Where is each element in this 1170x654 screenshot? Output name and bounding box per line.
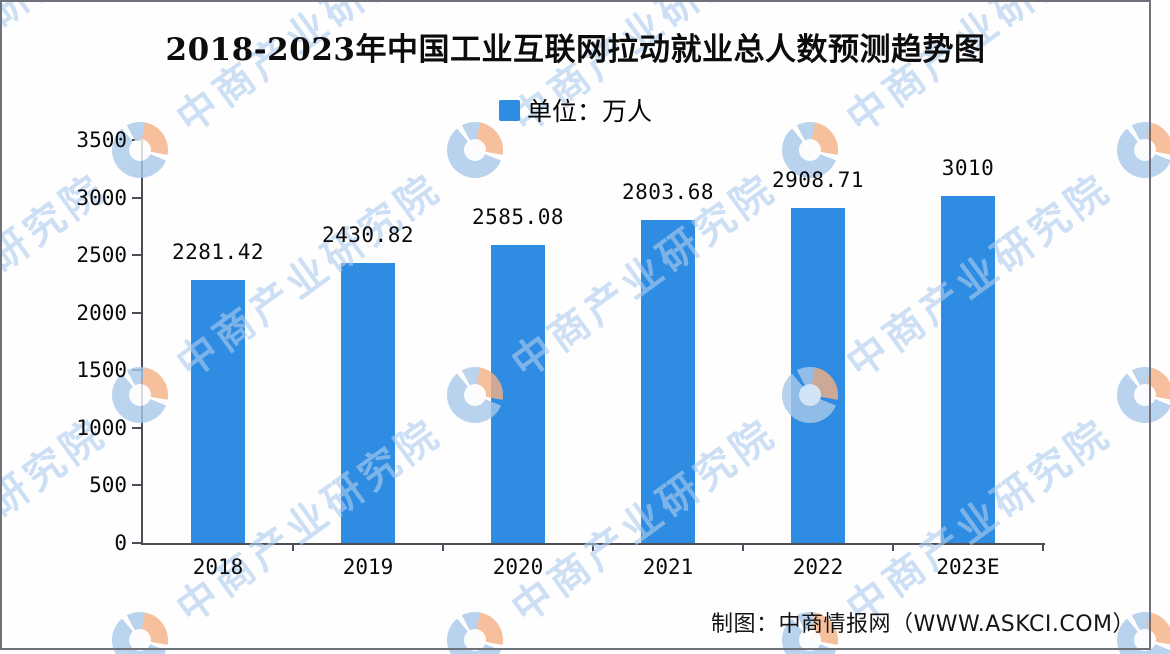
- x-tick-mark: [292, 543, 294, 551]
- y-tick-mark: [132, 254, 141, 257]
- x-tick-mark: [1042, 543, 1044, 551]
- y-tick-mark: [132, 196, 141, 199]
- y-tick-mark: [132, 484, 141, 487]
- y-tick-mark: [132, 311, 141, 314]
- x-tick-mark: [592, 543, 594, 551]
- y-tick-label-2000: 2000: [76, 300, 127, 325]
- askci-logo-center: [1133, 383, 1157, 407]
- askci-logo-icon: [1117, 122, 1170, 178]
- value-label-2023E: 3010: [941, 156, 995, 180]
- value-label-2020: 2585.08: [471, 205, 564, 229]
- x-tick-label-2022: 2022: [792, 555, 844, 579]
- askci-logo-center: [1133, 138, 1157, 162]
- bar-2018: [191, 280, 245, 543]
- value-label-2018: 2281.42: [171, 240, 264, 264]
- bar-2020: [491, 245, 545, 543]
- x-tick-label-2020: 2020: [492, 555, 544, 579]
- chart-title: 2018-2023年中国工业互联网拉动就业总人数预测趋势图: [165, 32, 986, 68]
- plot-area: 2281.42 2018 2430.82 2019 2585.08 2020 2803.68…: [76, 128, 1045, 579]
- legend: 单位：万人: [0, 92, 1151, 128]
- bar-2022: [791, 208, 845, 543]
- legend-label: 单位：万人: [526, 97, 652, 126]
- askci-logo-center: [463, 628, 487, 652]
- y-tick-label-3000: 3000: [76, 185, 127, 210]
- x-tick-mark: [442, 543, 444, 551]
- y-tick-label-1000: 1000: [76, 415, 127, 440]
- y-tick-label-2500: 2500: [76, 243, 127, 268]
- bar-2021: [641, 220, 695, 543]
- y-tick-mark: [132, 139, 141, 141]
- x-tick-mark: [742, 543, 744, 551]
- y-tick-label-1500: 1500: [76, 358, 127, 383]
- askci-logo-icon: [447, 612, 503, 654]
- y-tick-label-500: 500: [89, 473, 127, 498]
- legend-swatch-icon: [498, 99, 520, 121]
- x-tick-label-2019: 2019: [342, 555, 394, 579]
- askci-logo-icon: [112, 612, 168, 654]
- value-label-2019: 2430.82: [321, 223, 414, 247]
- x-tick-label-2021: 2021: [642, 555, 694, 579]
- bar-2023E: [941, 196, 995, 543]
- y-tick-mark: [132, 542, 141, 544]
- askci-logo-center: [128, 628, 152, 652]
- footer-credit: 制图：中商情报网（WWW.ASKCI.COM）: [711, 612, 1135, 637]
- value-label-2022: 2908.71: [771, 168, 864, 192]
- y-tick-mark: [132, 426, 141, 429]
- y-tick-mark: [132, 369, 141, 372]
- bar-2019: [341, 263, 395, 543]
- askci-logo-icon: [1117, 367, 1170, 423]
- x-tick-mark: [892, 543, 894, 551]
- x-tick-label-2018: 2018: [192, 555, 244, 579]
- x-tick-label-2023E: 2023E: [936, 555, 1000, 579]
- y-tick-label-3500: 3500: [76, 128, 127, 152]
- y-tick-label-0: 0: [114, 531, 127, 555]
- y-axis-line: [141, 140, 143, 545]
- askci-logo-center: [1133, 628, 1157, 652]
- value-label-2021: 2803.68: [621, 180, 714, 204]
